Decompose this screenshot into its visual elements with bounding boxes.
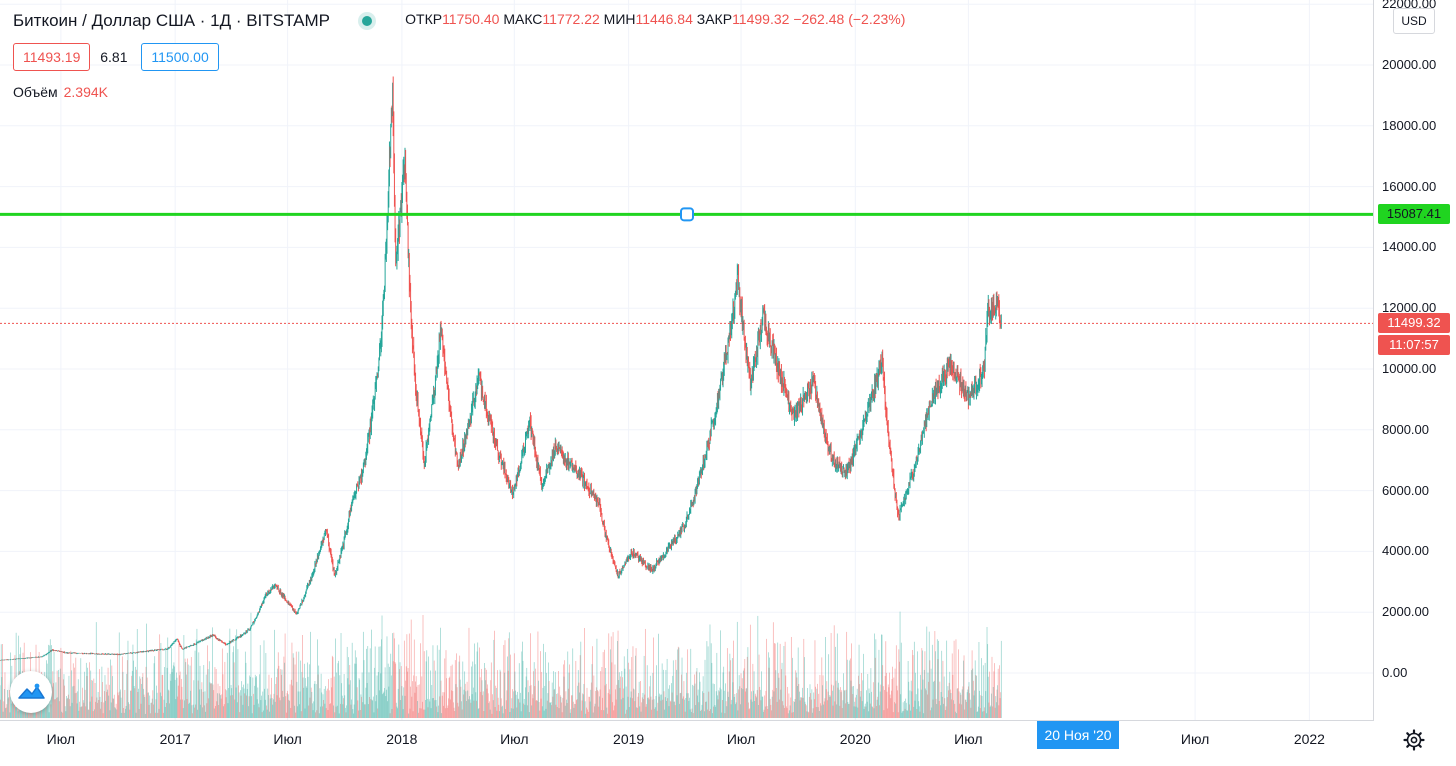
open-label: ОТКР xyxy=(405,11,443,27)
cursor-date-label: 20 Ноя '20 xyxy=(1037,721,1119,749)
price-tick-label: 16000.00 xyxy=(1382,178,1437,194)
market-open-dot-icon xyxy=(362,15,373,26)
price-tick-label: 2000.00 xyxy=(1382,604,1429,620)
gear-icon[interactable] xyxy=(1400,726,1428,754)
horizontal-line-price-label: 15087.41 xyxy=(1378,204,1450,225)
change-value: −262.48 (−2.23%) xyxy=(793,11,906,27)
settings-gear-graphic xyxy=(1403,729,1425,751)
low-value: 11446.84 xyxy=(635,11,693,27)
horizontal-line-handle[interactable] xyxy=(680,207,694,222)
time-tick-label: Июл xyxy=(726,731,756,747)
time-tick-label: 2020 xyxy=(839,731,871,747)
price-tick-label: 20000.00 xyxy=(1382,57,1437,72)
price-tick-label: 4000.00 xyxy=(1382,543,1429,559)
price-tick-label: 8000.00 xyxy=(1382,421,1429,437)
high-label: МАКС xyxy=(503,11,543,27)
logo-mountain-icon xyxy=(18,683,45,699)
price-tick-label: 14000.00 xyxy=(1382,239,1437,255)
time-tick-label: Июл xyxy=(954,731,983,747)
bar-countdown-label: 11:07:57 xyxy=(1378,335,1450,356)
open-value: 11750.40 xyxy=(442,11,500,27)
grid xyxy=(0,0,1373,720)
tradingview-logo-icon[interactable] xyxy=(10,671,52,713)
price-tick-label: 12000.00 xyxy=(1382,300,1437,316)
volume-legend: Объём 2.394K xyxy=(13,84,108,100)
price-tick-label: 6000.00 xyxy=(1382,482,1429,498)
time-tick-label: 2019 xyxy=(613,731,645,747)
symbol-title[interactable]: Биткоин / Доллар США · 1Д · BITSTAMP xyxy=(13,11,330,30)
ohlc-values: ОТКР11750.40 МАКС11772.22 МИН11446.84 ЗА… xyxy=(405,11,905,27)
buy-button[interactable]: 11500.00 xyxy=(141,43,219,71)
close-value: 11499.32 xyxy=(732,11,790,27)
price-tick-label: 10000.00 xyxy=(1382,361,1437,376)
low-label: МИН xyxy=(603,11,636,27)
chart-pane[interactable]: Биткоин / Доллар США · 1Д · BITSTAMP ОТК… xyxy=(0,0,1374,720)
trading-buttons: 11493.19 6.81 11500.00 xyxy=(13,43,225,71)
time-tick-label: 2018 xyxy=(386,731,418,747)
time-tick-label: 2022 xyxy=(1293,731,1325,747)
price-axis[interactable]: 22000.00 20000.00 18000.00 16000.00 14000.00… xyxy=(1374,0,1456,720)
close-label: ЗАКР xyxy=(696,11,733,27)
currency-button[interactable]: USD xyxy=(1393,8,1435,34)
candles xyxy=(0,76,1002,661)
last-price-label: 11499.32 xyxy=(1378,313,1450,334)
price-tick-label: 0.00 xyxy=(1382,665,1408,680)
spread-value: 6.81 xyxy=(100,49,128,65)
sell-button[interactable]: 11493.19 xyxy=(13,43,91,71)
price-chart[interactable] xyxy=(0,0,1374,720)
price-tick-label: 22000.00 xyxy=(1382,0,1437,12)
volume-value: 2.394K xyxy=(63,84,108,100)
time-tick-label: Июл xyxy=(1180,731,1210,747)
volume-bars xyxy=(0,611,1002,718)
high-value: 11772.22 xyxy=(542,11,600,27)
time-tick-label: Июл xyxy=(273,731,302,747)
symbol-legend: Биткоин / Доллар США · 1Д · BITSTAMP ОТК… xyxy=(13,11,905,31)
volume-label[interactable]: Объём xyxy=(13,84,58,100)
time-tick-label: Июл xyxy=(46,731,76,747)
time-tick-label: 2017 xyxy=(159,731,191,747)
time-axis[interactable]: Июл 2017 Июл 2018 Июл 2019 Июл 2020 Июл Июл 2022 xyxy=(0,720,1374,766)
time-tick-label: Июл xyxy=(500,731,529,747)
price-tick-label: 18000.00 xyxy=(1382,117,1437,133)
